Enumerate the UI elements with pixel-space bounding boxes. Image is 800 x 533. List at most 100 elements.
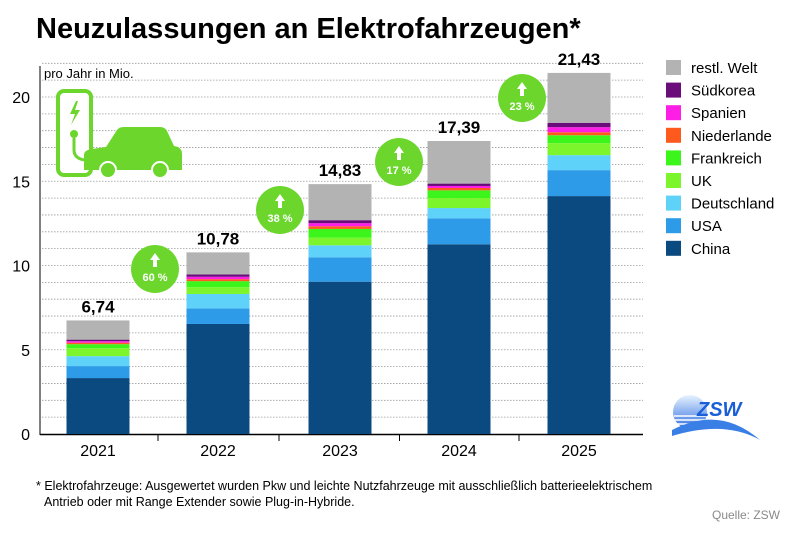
bar-segment-niederlande bbox=[186, 279, 250, 282]
bar-segment-china bbox=[427, 244, 491, 434]
arrow-up-icon bbox=[517, 82, 527, 96]
bar-segment-spanien bbox=[66, 341, 130, 343]
bar-segment-deutschland bbox=[427, 208, 491, 219]
bar-segment-deutschland bbox=[547, 155, 611, 171]
legend-item-uk: UK bbox=[666, 173, 712, 190]
bar-segment-frankreich bbox=[547, 135, 611, 144]
legend-swatch bbox=[666, 82, 681, 98]
bar-stack-2025 bbox=[547, 72, 611, 434]
legend-swatch bbox=[666, 240, 681, 256]
bar-segment-frankreich bbox=[66, 344, 130, 349]
total-label: 17,39 bbox=[438, 118, 481, 137]
legend-label: Spanien bbox=[691, 105, 746, 122]
legend-swatch bbox=[666, 173, 681, 188]
bar-segment-niederlande bbox=[427, 187, 491, 191]
y-tick-label: 10 bbox=[12, 259, 30, 276]
y-tick-label: 5 bbox=[21, 343, 30, 360]
bar-segment-deutschland bbox=[186, 293, 250, 309]
legend-swatch bbox=[666, 218, 681, 234]
bar-segment-s-dkorea bbox=[427, 183, 491, 186]
legend-swatch bbox=[666, 195, 681, 211]
bar-segment-spanien bbox=[308, 223, 372, 227]
legend-label: restl. Welt bbox=[691, 60, 758, 77]
x-tick-label: 2023 bbox=[322, 443, 358, 460]
zsw-logo-text: ZSW bbox=[696, 399, 744, 421]
total-label: 21,43 bbox=[558, 50, 601, 69]
bar-segment-usa bbox=[186, 308, 250, 324]
ev-charging-car-icon bbox=[56, 89, 182, 179]
bar-segment-niederlande bbox=[66, 342, 130, 345]
legend-item-china: China bbox=[666, 240, 731, 258]
growth-bubble: 23 % bbox=[498, 74, 546, 122]
bar-segment-china bbox=[186, 323, 250, 434]
legend-item-restl-welt: restl. Welt bbox=[666, 60, 758, 77]
legend-swatch bbox=[666, 105, 681, 121]
legend-label: Frankreich bbox=[691, 150, 762, 167]
bar-segment-deutschland bbox=[66, 356, 130, 367]
footnote-line-2: Antrieb oder mit Range Extender sowie Pl… bbox=[44, 495, 355, 509]
bar-stack-2023 bbox=[308, 184, 372, 434]
bar-segment-restl-welt bbox=[308, 184, 372, 221]
legend: restl. Welt Südkorea Spanien Niederlande Fra… bbox=[666, 60, 774, 258]
legend-item-s-dkorea: Südkorea bbox=[666, 82, 756, 100]
arrow-up-icon bbox=[150, 253, 160, 267]
growth-label: 17 % bbox=[386, 165, 411, 177]
growth-bubble: 17 % bbox=[375, 138, 423, 186]
bar-segment-s-dkorea bbox=[547, 122, 611, 128]
total-label: 6,74 bbox=[81, 297, 115, 316]
bar-segment-uk bbox=[547, 143, 611, 156]
legend-label: UK bbox=[691, 173, 712, 190]
bar-segment-frankreich bbox=[308, 228, 372, 238]
legend-swatch bbox=[666, 127, 681, 143]
total-labels: 6,74 10,78 14,83 17,39 21,43 bbox=[81, 50, 600, 317]
bar-segment-niederlande bbox=[547, 132, 611, 136]
bar-segment-niederlande bbox=[308, 226, 372, 229]
legend-label: China bbox=[691, 241, 731, 258]
bar-segment-spanien bbox=[547, 127, 611, 133]
bar-segment-spanien bbox=[186, 276, 250, 280]
bar-segment-usa bbox=[547, 170, 611, 197]
bar-segment-usa bbox=[66, 366, 130, 379]
growth-label: 60 % bbox=[142, 272, 167, 284]
legend-item-niederlande: Niederlande bbox=[666, 127, 772, 145]
bar-segment-china bbox=[308, 281, 372, 434]
growth-bubble-circle bbox=[375, 138, 423, 186]
bar-segment-china bbox=[66, 378, 130, 434]
bars bbox=[66, 72, 611, 434]
bar-segment-uk bbox=[66, 348, 130, 357]
arrow-up-icon bbox=[275, 194, 285, 208]
bar-segment-usa bbox=[427, 218, 491, 245]
bar-segment-restl-welt bbox=[186, 252, 250, 275]
y-tick-labels: 0 5 10 15 20 bbox=[12, 90, 30, 444]
bar-segment-s-dkorea bbox=[308, 220, 372, 224]
y-tick-label: 15 bbox=[12, 174, 30, 191]
growth-bubble-circle bbox=[256, 186, 304, 234]
x-tick-label: 2024 bbox=[441, 443, 477, 460]
chart-title: Neuzulassungen an Elektrofahrzeugen* bbox=[36, 13, 581, 45]
zsw-logo: ZSW bbox=[672, 395, 760, 440]
footnote-line-1: * Elektrofahrzeuge: Ausgewertet wurden P… bbox=[36, 479, 653, 493]
legend-item-frankreich: Frankreich bbox=[666, 150, 762, 167]
legend-label: Niederlande bbox=[691, 128, 772, 145]
bar-segment-usa bbox=[308, 257, 372, 282]
axes bbox=[39, 66, 643, 436]
x-tick-label: 2022 bbox=[200, 443, 236, 460]
legend-label: USA bbox=[691, 218, 722, 235]
legend-swatch bbox=[666, 150, 681, 166]
bar-stack-2024 bbox=[427, 140, 491, 434]
total-label: 14,83 bbox=[319, 161, 362, 180]
bar-segment-s-dkorea bbox=[66, 339, 130, 342]
bar-segment-frankreich bbox=[427, 190, 491, 199]
legend-label: Südkorea bbox=[691, 83, 756, 100]
growth-bubbles: 60 % 38 % 17 % 23 % bbox=[131, 74, 546, 293]
arrow-up-icon bbox=[394, 146, 404, 160]
bar-segment-uk bbox=[427, 198, 491, 209]
y-axis-unit-label: pro Jahr in Mio. bbox=[44, 66, 134, 81]
bar-stack-2021 bbox=[66, 320, 130, 434]
legend-item-usa: USA bbox=[666, 218, 722, 235]
bar-segment-uk bbox=[308, 237, 372, 246]
growth-label: 38 % bbox=[267, 213, 292, 225]
x-tick-labels: 2021 2022 2023 2024 2025 bbox=[80, 434, 597, 460]
bar-segment-s-dkorea bbox=[186, 274, 250, 277]
